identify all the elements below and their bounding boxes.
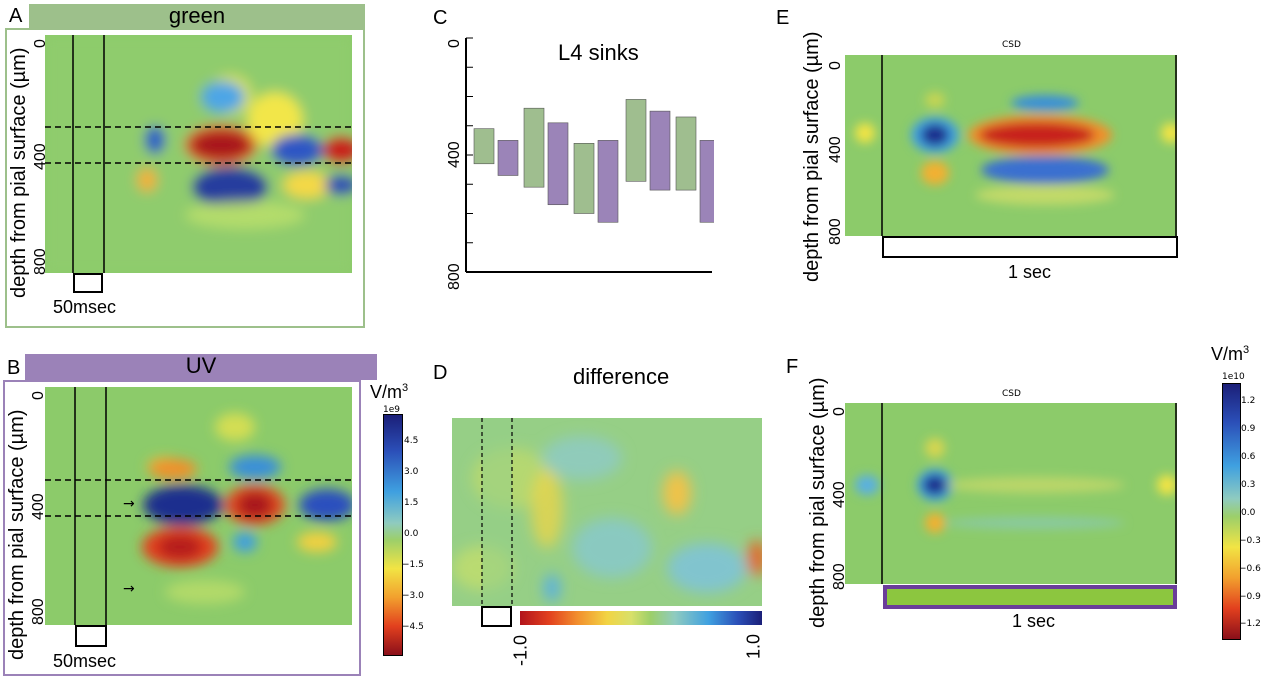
- panel-a-ylabel: depth from pial surface (µm): [8, 47, 30, 299]
- panel-f-cbtick-9: −1.2: [1239, 619, 1261, 629]
- panel-e-scalebar-label: 1 sec: [1008, 262, 1052, 282]
- panel-e-letter: E: [776, 7, 790, 29]
- panel-f-colorbar-unit-text: V/m: [1211, 344, 1244, 364]
- panel-a-heatmap: [45, 35, 352, 273]
- panel-b-frame: [3, 380, 361, 676]
- panel-a-letter: A: [9, 5, 23, 27]
- bar-uv: [597, 140, 619, 223]
- panel-e-tick-800: 800: [827, 218, 844, 245]
- panel-a-scalebar-label: 50msec: [53, 297, 117, 317]
- bar-uv: [649, 110, 671, 191]
- panel-e-heatmap: [845, 55, 1177, 236]
- panel-b-cbtick-2: 3.0: [404, 467, 419, 477]
- panel-b-heatmap: → →: [45, 387, 352, 625]
- panel-f-cbtick-5: 0.0: [1241, 508, 1256, 518]
- panel-b-banner-label: UV: [185, 353, 217, 378]
- panel-c-title: L4 sinks: [558, 40, 639, 65]
- panel-b-cbtick-3: 1.5: [404, 498, 419, 508]
- panel-f-cbtick-4: 0.3: [1241, 480, 1256, 490]
- panel-e-subtitle: CSD: [1002, 40, 1021, 50]
- panel-f-colorbar-unit: V/m3: [1211, 344, 1249, 365]
- panel-f-cbtick-7: −0.6: [1239, 564, 1261, 574]
- panel-b-colorbar-exp: 1e9: [383, 405, 400, 415]
- panel-a-scalebar-box: [73, 273, 103, 293]
- panel-d-colorbar: [520, 611, 762, 625]
- panel-c-chart: [462, 36, 721, 281]
- panel-b-cbtick-1: 4.5: [404, 436, 419, 446]
- bar-uv: [497, 140, 519, 176]
- panel-d-letter: D: [433, 362, 448, 384]
- panel-f-cbtick-1: 1.2: [1241, 396, 1256, 406]
- panel-d-colorbar-min: -1.0: [510, 634, 531, 667]
- panel-b-cbtick-6: −3.0: [402, 591, 424, 601]
- svg-text:→: →: [123, 496, 135, 512]
- panel-d-title: difference: [573, 364, 670, 389]
- panel-b-colorbar-unit-sup: 3: [402, 382, 409, 394]
- panel-f-heatmap: [845, 403, 1177, 584]
- panel-f-scalebar-label: 1 sec: [1012, 611, 1056, 631]
- panel-b-banner: UV: [25, 354, 377, 380]
- panel-b-cbtick-7: −4.5: [402, 622, 424, 632]
- panel-b-letter: B: [7, 357, 21, 379]
- panel-b-colorbar-unit: V/m3: [370, 382, 408, 403]
- panel-b-scalebar-box: [75, 625, 107, 647]
- svg-text:→: →: [123, 581, 135, 597]
- panel-b-colorbar-unit-text: V/m: [370, 382, 403, 402]
- bar-green: [625, 99, 647, 182]
- panel-f-ylabel: depth from pial surface (µm): [807, 377, 829, 629]
- panel-d-colorbar-max: 1.0: [743, 633, 764, 660]
- bar-green: [523, 107, 545, 188]
- panel-b-cbtick-5: −1.5: [402, 560, 424, 570]
- panel-f-colorbar: [1222, 383, 1241, 640]
- panel-a-frame: [5, 28, 365, 328]
- panel-d-heatmap: [452, 418, 762, 606]
- bar-green: [473, 128, 495, 165]
- panel-b-ylabel: depth from pial surface (µm): [6, 409, 28, 661]
- panel-f-colorbar-unit-sup: 3: [1243, 344, 1250, 356]
- panel-a-banner: green: [29, 4, 365, 28]
- panel-f-cbtick-3: 0.6: [1241, 452, 1256, 462]
- panel-b-colorbar: [383, 414, 403, 656]
- bar-green: [573, 143, 595, 214]
- panel-e-tick-400: 400: [827, 136, 844, 163]
- panel-b-cbtick-4: 0.0: [404, 529, 419, 539]
- bar-uv: [699, 140, 721, 223]
- bar-uv: [547, 122, 569, 206]
- panel-c-letter: C: [433, 7, 448, 29]
- panel-f-cbtick-2: 0.9: [1241, 424, 1256, 434]
- panel-f-cbtick-6: −0.3: [1239, 536, 1261, 546]
- panel-a-banner-label: green: [168, 3, 226, 28]
- panel-f-letter: F: [786, 356, 799, 378]
- panel-f-scalebar-box: [883, 585, 1177, 609]
- panel-f-subtitle: CSD: [1002, 389, 1021, 399]
- panel-e-scalebar-box: [882, 236, 1178, 258]
- panel-f-colorbar-exp: 1e10: [1222, 372, 1245, 382]
- panel-e-ylabel: depth from pial surface (µm): [801, 31, 823, 283]
- panel-f-cbtick-8: −0.9: [1239, 592, 1261, 602]
- panel-b-scalebar-label: 50msec: [53, 651, 117, 671]
- bar-green: [675, 116, 697, 191]
- panel-e-tick-0: 0: [827, 61, 844, 70]
- panel-d-scalebar-box: [481, 606, 512, 627]
